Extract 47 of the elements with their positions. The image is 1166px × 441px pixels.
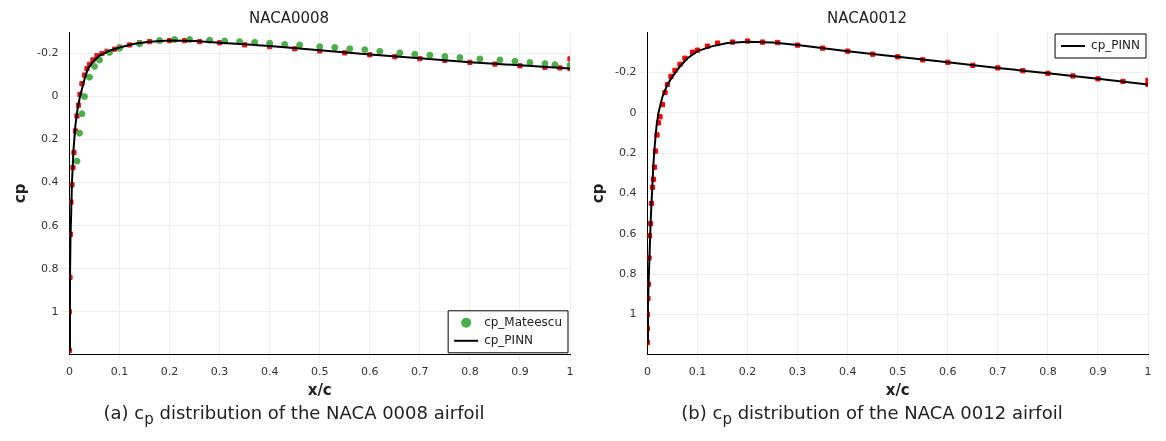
x-tick-label: 0.5 [888,365,907,379]
x-axis-title: x/c [885,380,910,399]
y-tick-label: 1 [51,304,59,318]
y-tick-label: 0.4 [618,186,637,200]
x-tick-label: 1 [1144,365,1152,379]
x-tick-label: 0.2 [738,365,757,379]
y-tick-label: 0 [51,89,59,103]
x-tick-label: 0.5 [310,365,329,379]
y-tick-label: 0.4 [40,175,59,189]
legend-label: cp_Mateescu [484,314,563,329]
x-tick-label: 1 [566,365,574,379]
x-tick-label: 0.7 [989,365,1007,379]
x-tick-label: 0.2 [160,365,179,379]
legend-label: cp_PINN [1091,38,1141,53]
y-axis-title: cp [10,183,29,204]
x-tick-label: 0.4 [838,365,857,379]
text: (b) c$_{p}$ distribution of the NACA 0012 airfoil [681,402,1063,428]
y-tick-label: -0.2 [614,65,637,79]
y-tick-label: 0.2 [40,132,59,146]
x-tick-label: 0.1 [688,365,707,379]
x-tick-label: 0.8 [1039,365,1057,379]
x-tick-label: 0.1 [110,365,129,379]
x-tick-label: 0.3 [788,365,807,379]
x-tick-label: 0.6 [939,365,957,379]
x-axis-title: x/c [307,380,332,399]
text: (a) c$_{p}$ distribution of the NACA 0008 airfoil [103,402,485,428]
legend-label: cp_PINN [484,332,534,347]
x-tick-label: 0 [643,365,651,379]
chart-title: NACA0012 [826,8,908,27]
x-tick-label: 0.4 [260,365,279,379]
x-tick-label: 0 [65,365,73,379]
x-tick-label: 0.3 [210,365,229,379]
y-tick-label: 0.6 [618,226,637,240]
y-tick-label: 0.8 [618,266,637,280]
x-tick-label: 0.7 [411,365,429,379]
x-tick-label: 0.9 [1089,365,1107,379]
x-tick-label: 0.6 [361,365,379,379]
y-tick-label: 0.6 [40,218,59,232]
y-tick-label: -0.2 [36,46,59,60]
y-tick-label: 0.2 [618,145,637,159]
y-axis-title: cp [588,183,607,204]
y-tick-label: 1 [629,307,637,321]
y-tick-label: 0.8 [40,261,59,275]
y-tick-label: 0 [629,105,637,119]
x-tick-label: 0.9 [511,365,529,379]
chart-title: NACA0008 [248,8,330,27]
x-tick-label: 0.8 [461,365,479,379]
